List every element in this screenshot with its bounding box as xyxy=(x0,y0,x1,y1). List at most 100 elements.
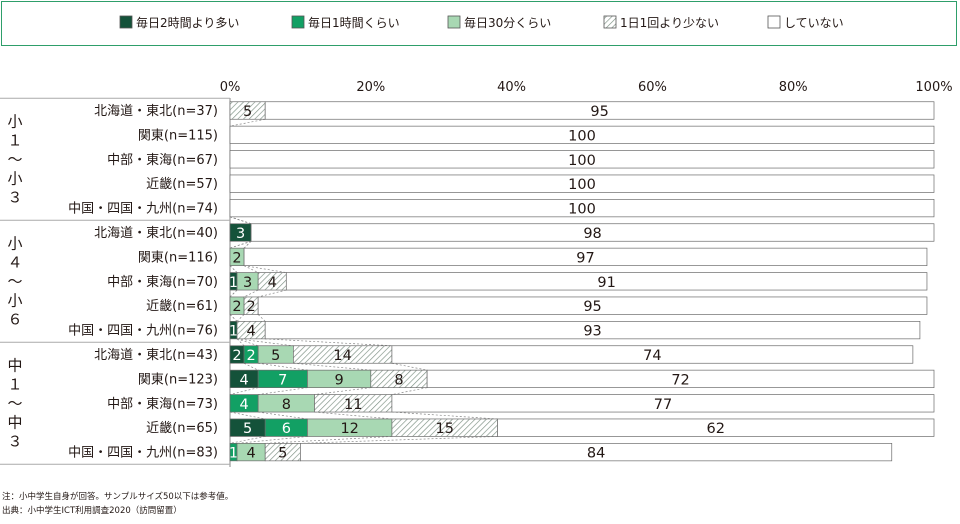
row-label: 近畿(n=61) xyxy=(146,299,218,314)
x-tick-label: 20% xyxy=(356,80,385,95)
row-label: 近畿(n=65) xyxy=(146,421,218,436)
connector-line xyxy=(258,411,308,420)
row-label: 北海道・東北(n=37) xyxy=(94,103,218,119)
data-label: 74 xyxy=(643,348,661,364)
bar-segment xyxy=(250,223,935,242)
data-label: 6 xyxy=(282,421,291,437)
connector-line xyxy=(391,362,428,371)
legend-swatch-0 xyxy=(119,15,133,29)
connector-line xyxy=(229,216,252,225)
data-label: 8 xyxy=(282,397,291,413)
legend-swatch-1 xyxy=(291,15,305,29)
connector-line xyxy=(243,289,259,298)
connector-line xyxy=(265,436,392,444)
x-tick-label: 100% xyxy=(915,80,952,95)
connector-line xyxy=(229,118,266,127)
data-label: 11 xyxy=(344,397,362,413)
data-label: 4 xyxy=(247,324,256,340)
data-label: 1 xyxy=(229,324,238,340)
bar-segment xyxy=(243,247,928,266)
connector-line xyxy=(229,411,266,420)
data-label: 4 xyxy=(239,372,248,388)
connector-lines xyxy=(229,118,498,444)
legend-label-1: 毎日1時間くらい xyxy=(308,15,400,30)
source-line: 出典：小中学生ICT利用調査2020（訪問留置） xyxy=(2,506,182,516)
legend-label-4: していない xyxy=(784,16,844,30)
group-label-char: １ xyxy=(7,375,22,393)
data-label: 3 xyxy=(236,226,245,242)
group-label-char: 小 xyxy=(7,169,22,187)
x-axis: 0% 20% 40% 60% 80% 100% xyxy=(220,80,953,467)
data-label: 97 xyxy=(576,250,594,266)
data-label: 100 xyxy=(568,177,596,193)
connector-line xyxy=(229,265,238,273)
connector-line xyxy=(236,314,245,322)
connector-line xyxy=(229,216,252,225)
data-label: 2 xyxy=(232,299,241,315)
group-label-char: 〜 xyxy=(7,272,22,290)
connector-line xyxy=(258,387,308,395)
legend-label-0: 毎日2時間より多い xyxy=(136,15,239,30)
row-label: 北海道・東北(n=43) xyxy=(94,347,218,363)
data-label: 95 xyxy=(583,299,601,315)
connector-line xyxy=(300,436,498,444)
data-label: 72 xyxy=(671,372,689,388)
connector-line xyxy=(257,314,266,322)
data-label: 5 xyxy=(243,104,252,120)
data-label: 95 xyxy=(590,104,608,120)
note-line: 注：小中学生自身が回答。サンプルサイズ50以下は参考値。 xyxy=(2,492,234,502)
x-tick-label: 0% xyxy=(220,80,241,95)
data-label: 93 xyxy=(583,324,601,340)
data-label: 4 xyxy=(239,397,248,413)
group-label-char: 〜 xyxy=(7,394,22,412)
row-label: 北海道・東北(n=40) xyxy=(94,225,218,241)
data-label: 9 xyxy=(335,372,344,388)
legend-swatch-4 xyxy=(767,15,781,29)
row-label: 関東(n=115) xyxy=(138,127,218,143)
bar-segment xyxy=(229,174,935,193)
connector-line xyxy=(229,216,252,225)
data-label: 1 xyxy=(229,275,238,291)
data-label: 14 xyxy=(333,348,351,364)
bar-segment xyxy=(391,394,935,413)
bar-segment xyxy=(229,150,935,169)
data-label: 100 xyxy=(568,128,596,144)
data-label: 100 xyxy=(568,202,596,218)
data-label: 4 xyxy=(268,275,277,291)
connector-line xyxy=(243,241,252,249)
data-label: 5 xyxy=(278,446,287,462)
data-label: 4 xyxy=(247,446,256,462)
group-label-char: 中 xyxy=(7,356,22,374)
row-label: 関東(n=116) xyxy=(138,249,218,265)
connector-line xyxy=(258,362,308,371)
group-label-char: １ xyxy=(7,131,22,149)
connector-line xyxy=(391,411,498,420)
connector-line xyxy=(229,387,259,395)
row-labels: 北海道・東北(n=37) 関東(n=115) 中部・東海(n=67) 近畿(n=57)… xyxy=(68,103,218,461)
bar-segment xyxy=(391,345,914,364)
connector-line xyxy=(243,265,259,273)
x-tick-label: 60% xyxy=(638,80,667,95)
connector-line xyxy=(314,411,392,420)
data-label: 2 xyxy=(247,348,256,364)
legend-swatch-3 xyxy=(603,15,617,29)
bar-segment xyxy=(229,125,935,145)
data-label: 84 xyxy=(587,446,605,462)
data-label: 2 xyxy=(232,348,241,364)
group-label-char: ６ xyxy=(7,310,22,328)
group-label-char: 〜 xyxy=(7,150,22,168)
group-label-char: 小 xyxy=(7,234,22,252)
data-label: 62 xyxy=(707,421,725,437)
data-label: 2 xyxy=(247,299,256,315)
connector-line xyxy=(236,338,245,346)
group-label-char: ４ xyxy=(7,253,22,271)
data-label: 100 xyxy=(568,153,596,169)
group-label-char: ３ xyxy=(7,432,22,450)
row-label: 中国・四国・九州(n=83) xyxy=(68,446,218,461)
data-label: 91 xyxy=(597,275,615,291)
group-label-char: 小 xyxy=(7,112,22,130)
bar-segment xyxy=(497,418,935,437)
